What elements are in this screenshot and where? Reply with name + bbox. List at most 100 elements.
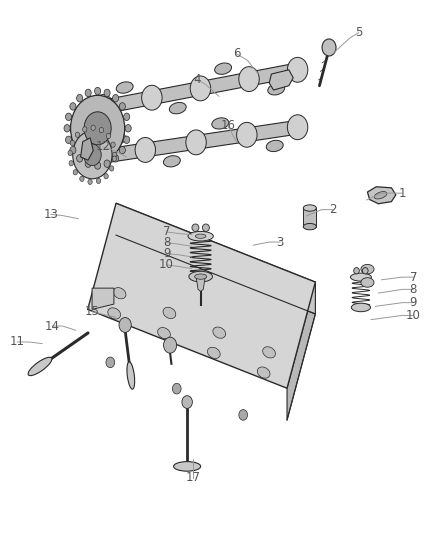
Circle shape	[70, 147, 76, 154]
Ellipse shape	[173, 462, 201, 471]
Circle shape	[64, 125, 70, 132]
Ellipse shape	[350, 273, 371, 281]
Ellipse shape	[113, 288, 126, 299]
Circle shape	[85, 145, 105, 170]
Circle shape	[80, 176, 84, 181]
Ellipse shape	[263, 347, 276, 358]
Text: 1: 1	[399, 187, 406, 200]
Polygon shape	[94, 120, 298, 164]
Circle shape	[112, 156, 117, 161]
Circle shape	[322, 39, 336, 56]
Ellipse shape	[215, 63, 232, 75]
Ellipse shape	[189, 271, 212, 282]
Circle shape	[119, 103, 125, 110]
Circle shape	[124, 136, 130, 143]
Ellipse shape	[257, 367, 270, 378]
Circle shape	[68, 150, 72, 156]
Text: 2: 2	[329, 203, 336, 216]
Ellipse shape	[213, 327, 226, 338]
Circle shape	[73, 131, 112, 179]
Circle shape	[77, 155, 83, 162]
Circle shape	[125, 125, 131, 132]
Circle shape	[106, 357, 115, 368]
Circle shape	[73, 169, 78, 175]
Circle shape	[110, 166, 114, 171]
Ellipse shape	[361, 278, 374, 287]
Circle shape	[84, 112, 111, 145]
Polygon shape	[81, 138, 93, 160]
Ellipse shape	[266, 140, 283, 151]
Circle shape	[287, 58, 308, 82]
Ellipse shape	[108, 308, 120, 319]
Text: 15: 15	[85, 305, 100, 318]
Circle shape	[239, 67, 259, 92]
Ellipse shape	[28, 357, 52, 376]
Text: 9: 9	[163, 247, 170, 260]
Circle shape	[96, 178, 101, 183]
Circle shape	[85, 89, 91, 96]
Text: 4: 4	[194, 73, 201, 86]
Text: 16: 16	[220, 119, 235, 132]
Circle shape	[104, 89, 110, 96]
Ellipse shape	[188, 231, 213, 241]
Ellipse shape	[194, 274, 207, 279]
Polygon shape	[367, 187, 396, 204]
Circle shape	[93, 94, 113, 119]
Polygon shape	[303, 208, 316, 227]
Circle shape	[85, 160, 91, 167]
Text: 13: 13	[43, 208, 58, 221]
Circle shape	[113, 152, 117, 158]
Ellipse shape	[127, 362, 134, 389]
Ellipse shape	[170, 102, 186, 114]
Text: 10: 10	[406, 309, 421, 322]
Polygon shape	[269, 70, 293, 90]
Ellipse shape	[163, 156, 180, 167]
Circle shape	[113, 94, 119, 102]
Circle shape	[173, 383, 181, 394]
Text: 8: 8	[410, 283, 417, 296]
Text: 8: 8	[163, 236, 170, 249]
Circle shape	[70, 103, 76, 110]
Circle shape	[99, 127, 104, 133]
Circle shape	[106, 133, 110, 139]
Text: 17: 17	[185, 471, 200, 484]
Circle shape	[70, 140, 74, 146]
Ellipse shape	[303, 205, 316, 211]
Ellipse shape	[268, 84, 285, 95]
Ellipse shape	[374, 191, 387, 199]
Circle shape	[190, 76, 211, 101]
Circle shape	[113, 155, 119, 162]
Ellipse shape	[208, 347, 220, 359]
Ellipse shape	[163, 308, 176, 319]
Circle shape	[71, 95, 125, 161]
Text: 5: 5	[355, 26, 362, 39]
Polygon shape	[102, 63, 298, 114]
Circle shape	[104, 174, 108, 179]
Ellipse shape	[212, 118, 229, 129]
Circle shape	[66, 113, 71, 120]
Circle shape	[84, 144, 101, 166]
Circle shape	[287, 115, 308, 140]
Circle shape	[163, 337, 177, 353]
Circle shape	[83, 127, 87, 132]
Ellipse shape	[195, 234, 206, 238]
Polygon shape	[88, 203, 315, 388]
Text: 14: 14	[45, 320, 60, 333]
Circle shape	[135, 138, 155, 163]
Circle shape	[141, 85, 162, 110]
Circle shape	[95, 162, 101, 169]
Circle shape	[182, 395, 192, 408]
Text: 9: 9	[410, 296, 417, 309]
Ellipse shape	[362, 268, 368, 274]
Ellipse shape	[158, 328, 170, 339]
Circle shape	[77, 94, 83, 102]
Text: 12: 12	[96, 140, 111, 154]
Text: 3: 3	[276, 236, 284, 248]
Ellipse shape	[354, 268, 359, 274]
Circle shape	[186, 130, 206, 155]
Ellipse shape	[109, 133, 126, 144]
Polygon shape	[196, 278, 205, 292]
Ellipse shape	[192, 224, 199, 231]
Circle shape	[119, 147, 125, 154]
Text: 7: 7	[410, 271, 417, 284]
